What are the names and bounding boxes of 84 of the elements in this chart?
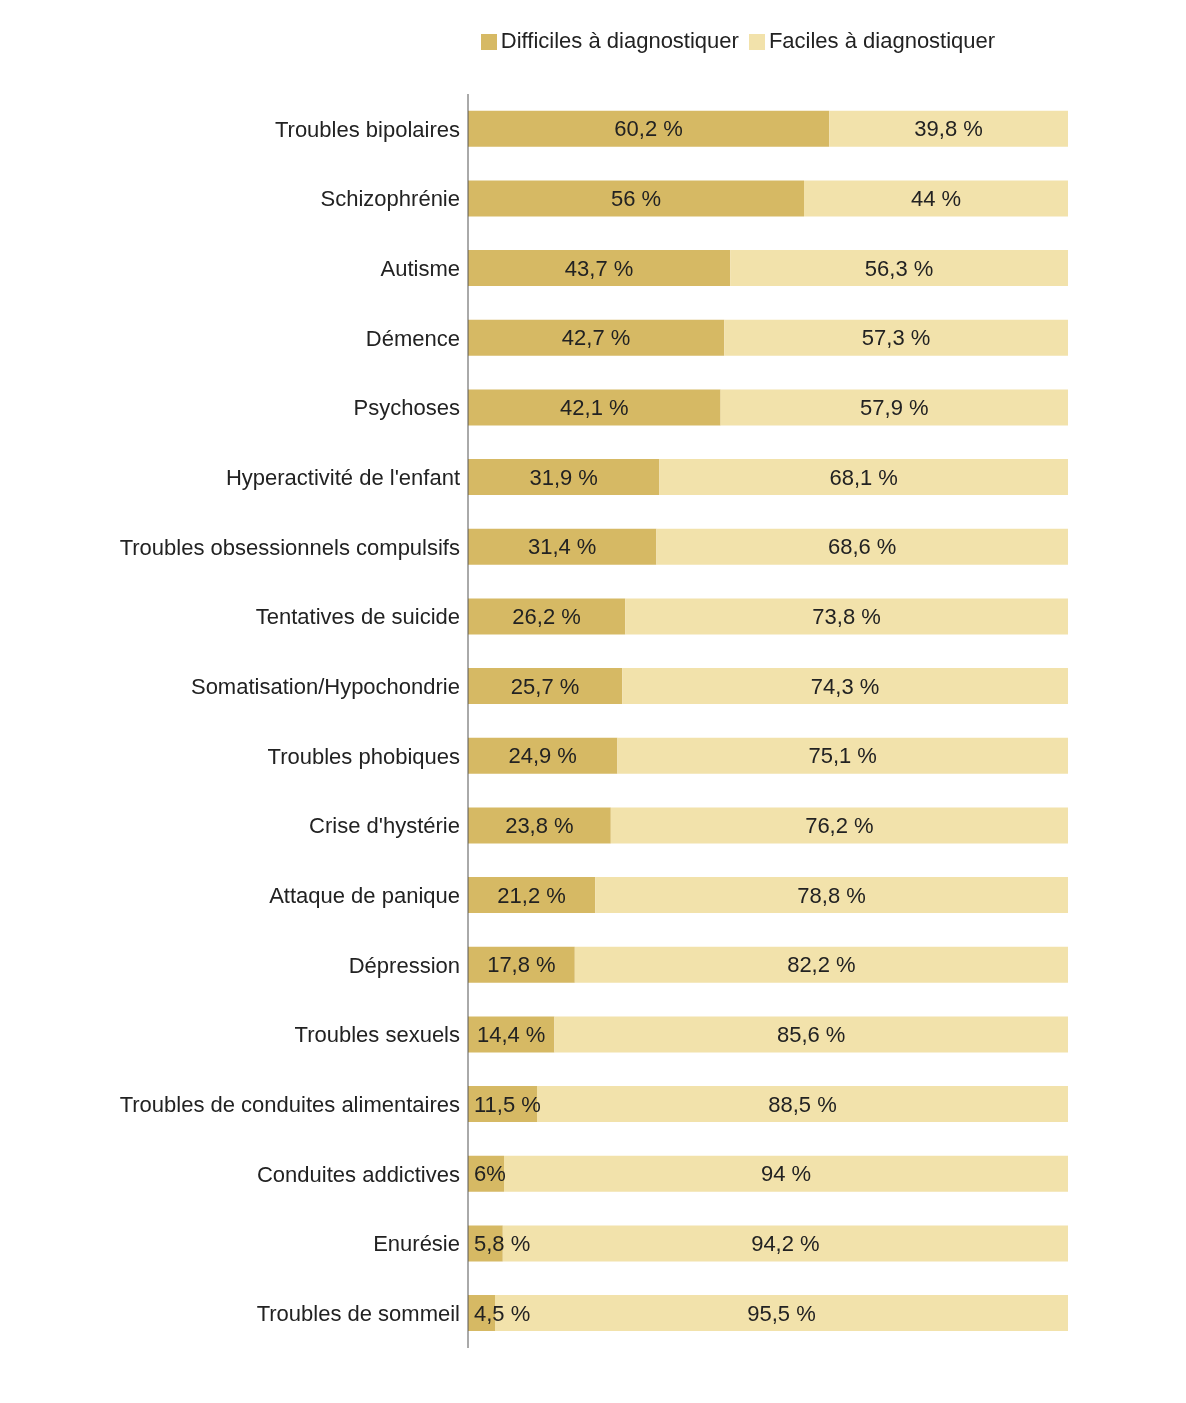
bar	[554, 1016, 1068, 1053]
data-label: 94 %	[760, 1161, 812, 1187]
data-label: 60,2 %	[614, 116, 683, 142]
bar	[468, 110, 830, 147]
data-label: 56,3 %	[864, 255, 934, 281]
data-label: 68,6 %	[827, 534, 897, 560]
y-tick-label: Hyperactivité de l'enfant	[225, 464, 460, 490]
data-label: 85,6 %	[776, 1021, 846, 1047]
data-label: 78,8 %	[797, 882, 866, 908]
bar	[468, 877, 596, 914]
data-label: 11,5 %	[474, 1091, 541, 1117]
y-tick-label: Troubles obsessionnels compulsifs	[119, 534, 460, 560]
bar	[724, 319, 1068, 356]
data-label: 42,1 %	[560, 394, 629, 420]
data-label: 76,2 %	[805, 812, 874, 838]
data-label: 56 %	[610, 185, 662, 211]
y-tick-label: Démence	[365, 325, 460, 351]
y-tick-label: Schizophrénie	[320, 186, 460, 212]
data-label: 95,5 %	[747, 1300, 816, 1326]
bar	[504, 1155, 1068, 1192]
bar	[804, 180, 1068, 217]
bar	[468, 459, 660, 496]
data-label: 73,8 %	[812, 603, 881, 629]
bar	[829, 110, 1068, 147]
data-label: 6%	[474, 1161, 506, 1187]
data-label: 88,5 %	[768, 1091, 837, 1117]
data-label: 26,2 %	[512, 603, 581, 629]
bar	[595, 877, 1068, 914]
y-tick-label: Dépression	[348, 952, 460, 978]
y-tick-label: Autisme	[380, 255, 460, 281]
data-label: 57,3 %	[861, 325, 931, 351]
data-label: 94,2 %	[751, 1230, 820, 1256]
data-label: 31,9 %	[529, 464, 598, 490]
bar	[622, 668, 1068, 705]
data-label: 14,4 %	[476, 1021, 546, 1047]
y-tick-label: Somatisation/Hypochondrie	[190, 673, 460, 699]
y-tick-label: Troubles de conduites alimentaires	[119, 1091, 460, 1117]
bar	[656, 528, 1068, 565]
data-label: 21,2 %	[497, 882, 566, 908]
bar	[468, 598, 626, 635]
bar	[468, 807, 611, 844]
data-label: 82,2 %	[787, 952, 856, 978]
bar	[625, 598, 1068, 635]
bar	[720, 389, 1068, 426]
data-label: 31,4 %	[527, 534, 597, 560]
bar	[468, 668, 623, 705]
y-tick-label: Enurésie	[373, 1231, 460, 1257]
bar	[468, 250, 731, 287]
y-tick-label: Troubles sexuels	[294, 1022, 460, 1048]
y-tick-label: Conduites addictives	[256, 1161, 460, 1187]
data-label: 5,8 %	[474, 1230, 531, 1256]
y-tick-label: Crise d'hystérie	[309, 813, 460, 839]
data-label: 44 %	[910, 185, 962, 211]
y-tick-label: Troubles phobiques	[267, 743, 460, 769]
data-label: 74,3 %	[810, 673, 880, 699]
bar	[468, 528, 657, 565]
data-label: 25,7 %	[510, 673, 580, 699]
y-tick-label: Troubles bipolaires	[274, 116, 460, 142]
y-tick-label: Attaque de panique	[269, 882, 460, 908]
bar	[502, 1225, 1068, 1262]
bar	[468, 737, 618, 774]
data-label: 17,8 %	[487, 952, 556, 978]
data-label: 4,5 %	[474, 1300, 531, 1326]
data-label: 75,1 %	[808, 743, 877, 769]
data-label: 42,7 %	[561, 325, 631, 351]
data-label: 57,9 %	[860, 394, 929, 420]
bar	[730, 250, 1068, 287]
bar	[574, 946, 1068, 983]
data-label: 39,8 %	[914, 116, 983, 142]
y-tick-label: Troubles de sommeil	[256, 1300, 460, 1326]
data-label: 23,8 %	[505, 812, 574, 838]
bar	[617, 737, 1068, 774]
legend-label: Difficiles à diagnostiquer	[500, 28, 739, 53]
legend-label: Faciles à diagnostiquer	[768, 28, 996, 53]
y-tick-label: Psychoses	[353, 395, 460, 421]
bar	[468, 180, 804, 217]
y-tick-label: Tentatives de suicide	[255, 604, 460, 630]
bar	[468, 389, 721, 426]
bar	[610, 807, 1068, 844]
data-label: 43,7 %	[564, 255, 634, 281]
data-label: 68,1 %	[829, 464, 898, 490]
data-label: 24,9 %	[508, 743, 577, 769]
bar	[468, 319, 725, 356]
bar	[659, 459, 1068, 496]
